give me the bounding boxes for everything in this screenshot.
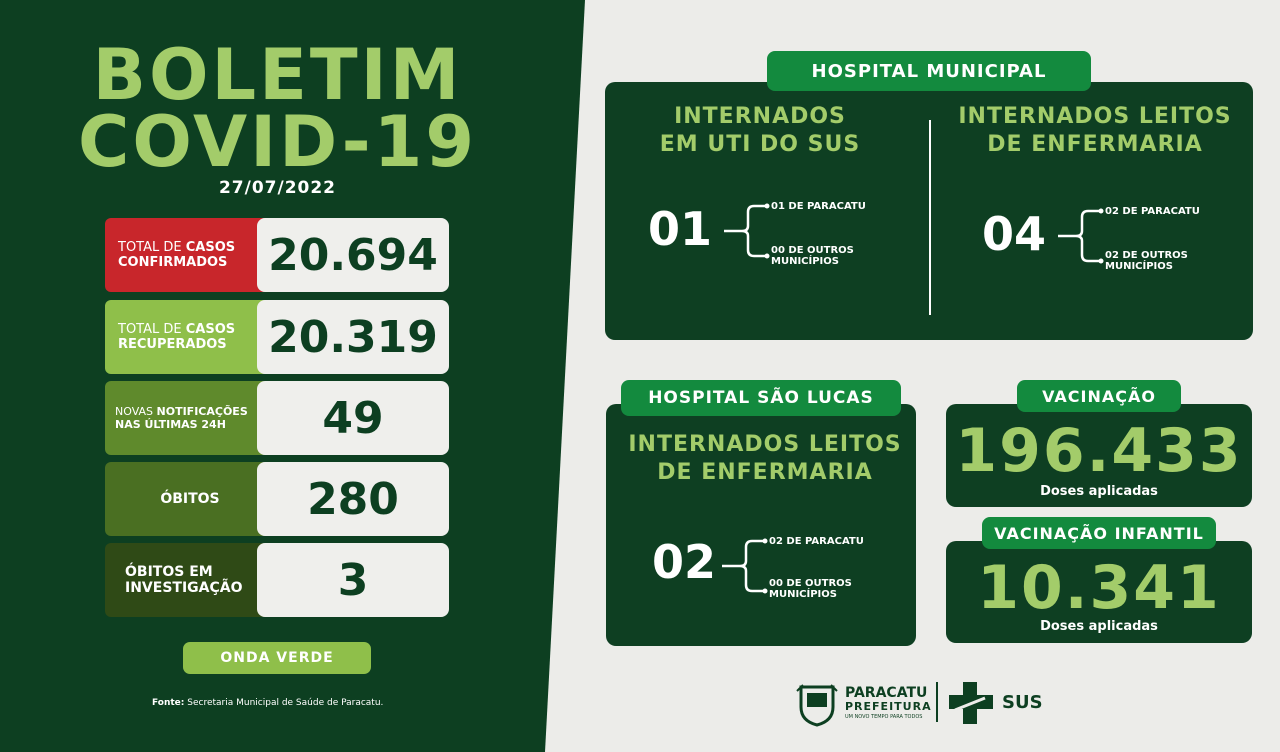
vacinacao-value: 196.433	[955, 416, 1243, 486]
sao-lucas-heading: INTERNADOS LEITOS DE ENFERMARIA	[628, 432, 902, 485]
sus-cross-icon	[949, 682, 993, 724]
vacinacao-sub: Doses aplicadas	[1040, 484, 1158, 499]
title-boletim: BOLETIM	[92, 34, 463, 116]
enfermaria-sub-paracatu: 02 DE PARACATU	[1105, 206, 1200, 217]
enfermaria-brace-icon	[1058, 208, 1104, 264]
stat-value: 3	[257, 543, 449, 617]
stat-label: ÓBITOS EM INVESTIGAÇÃO	[105, 543, 275, 617]
stat-label: ÓBITOS	[105, 462, 275, 536]
stat-label: NOVAS NOTIFICAÇÕES NAS ÚLTIMAS 24H	[105, 381, 275, 455]
uti-total: 01	[648, 202, 713, 256]
enfermaria-heading: INTERNADOS LEITOS DE ENFERMARIA	[958, 104, 1232, 157]
vacinacao-infantil-pill: VACINAÇÃO INFANTIL	[982, 517, 1216, 549]
uti-brace-icon	[724, 203, 770, 259]
sao-lucas-sub-paracatu: 02 DE PARACATU	[769, 536, 864, 547]
stat-obitos: ÓBITOS 280	[105, 462, 449, 536]
vacinacao-infantil-sub: Doses aplicadas	[1040, 619, 1158, 634]
hospital-sao-lucas-card	[606, 404, 916, 646]
paracatu-crest-icon	[796, 684, 838, 727]
source-note: Fonte: Secretaria Municipal de Saúde de …	[152, 698, 384, 708]
left-panel	[0, 0, 585, 752]
logo-sus: SUS	[1002, 692, 1043, 713]
stat-value: 20.694	[257, 218, 449, 292]
enfermaria-sub-outros: 02 DE OUTROS MUNICÍPIOS	[1105, 250, 1188, 272]
card-divider	[929, 120, 931, 315]
stat-label: TOTAL DE CASOS RECUPERADOS	[105, 300, 275, 374]
logo-divider	[936, 682, 938, 722]
sao-lucas-total: 02	[652, 535, 717, 589]
sao-lucas-sub-outros: 00 DE OUTROS MUNICÍPIOS	[769, 578, 852, 600]
vacinacao-pill: VACINAÇÃO	[1017, 380, 1181, 412]
stat-label: TOTAL DE CASOS CONFIRMADOS	[105, 218, 275, 292]
hospital-sao-lucas-pill: HOSPITAL SÃO LUCAS	[621, 380, 901, 416]
logo-prefeitura: PREFEITURA	[845, 700, 932, 713]
vacinacao-infantil-card	[946, 541, 1252, 643]
vacinacao-infantil-value: 10.341	[977, 553, 1221, 623]
stat-value: 49	[257, 381, 449, 455]
stat-novas-notificacoes: NOVAS NOTIFICAÇÕES NAS ÚLTIMAS 24H 49	[105, 381, 449, 455]
onda-verde-badge: ONDA VERDE	[183, 642, 371, 674]
uti-heading: INTERNADOS EM UTI DO SUS	[659, 104, 861, 157]
stat-casos-confirmados: TOTAL DE CASOS CONFIRMADOS 20.694	[105, 218, 449, 292]
sao-lucas-brace-icon	[722, 538, 768, 594]
stat-casos-recuperados: TOTAL DE CASOS RECUPERADOS 20.319	[105, 300, 449, 374]
logo-tagline: UM NOVO TEMPO PARA TODOS	[845, 714, 923, 720]
enfermaria-total: 04	[982, 207, 1047, 261]
vacinacao-card	[946, 404, 1252, 507]
title-covid: COVID-19	[77, 101, 478, 183]
stat-obitos-investigacao: ÓBITOS EM INVESTIGAÇÃO 3	[105, 543, 449, 617]
logo-paracatu: PARACATU	[845, 685, 928, 701]
bulletin-date: 27/07/2022	[218, 178, 337, 198]
uti-sub-paracatu: 01 DE PARACATU	[771, 201, 866, 212]
uti-sub-outros: 00 DE OUTROS MUNICÍPIOS	[771, 245, 854, 267]
hospital-municipal-pill: HOSPITAL MUNICIPAL	[767, 51, 1091, 91]
stat-value: 20.319	[257, 300, 449, 374]
stat-value: 280	[257, 462, 449, 536]
